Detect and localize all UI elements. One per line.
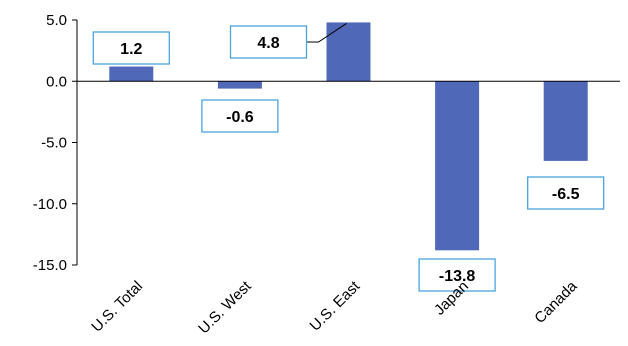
bar — [326, 22, 371, 82]
y-tick-label: 5.0 — [46, 12, 67, 29]
data-label-box — [527, 176, 605, 210]
y-axis: 5.0 0.0 -5.0 -10.0 -15.0 — [33, 12, 78, 274]
bar — [543, 81, 588, 161]
category-label: U.S. Total — [88, 278, 146, 336]
leader-lines — [306, 23, 347, 43]
y-tick-label: -15.0 — [33, 257, 67, 274]
y-tick-label: -5.0 — [41, 135, 67, 152]
data-label-box — [201, 99, 279, 133]
category-label: U.S. West — [195, 277, 255, 337]
leader-line — [306, 23, 347, 43]
data-label: 1.2 — [120, 41, 142, 58]
category-label: U.S. East — [307, 277, 364, 334]
data-label: -6.5 — [552, 186, 580, 203]
y-tick-label: 0.0 — [46, 73, 67, 90]
category-label: Canada — [531, 277, 581, 327]
bar — [435, 81, 480, 251]
data-label-box — [229, 25, 308, 59]
x-axis: U.S. Total U.S. West U.S. East Japan Canada — [88, 277, 581, 337]
bar — [109, 66, 154, 82]
data-label: -13.8 — [439, 268, 476, 285]
data-label-box — [418, 258, 496, 292]
bars — [109, 22, 588, 251]
data-labels: 1.2 -0.6 4.8 -13.8 -6.5 — [92, 25, 605, 292]
data-label: -0.6 — [226, 109, 254, 126]
data-label-box — [92, 31, 170, 65]
data-label: 4.8 — [257, 35, 279, 52]
y-tick-label: -10.0 — [33, 196, 67, 213]
bar — [217, 81, 262, 89]
